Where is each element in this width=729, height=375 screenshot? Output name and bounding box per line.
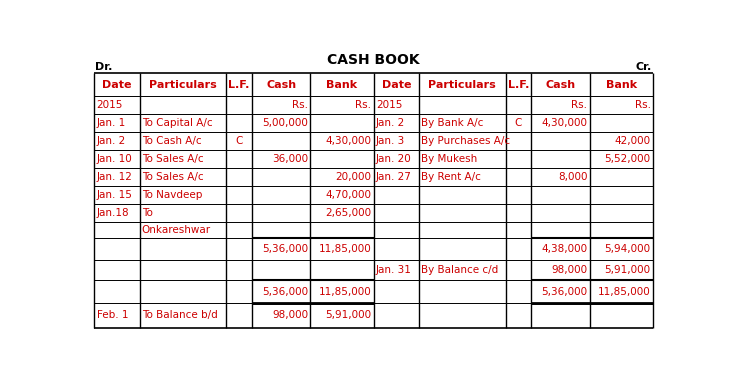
Text: L.F.: L.F. [508,80,529,90]
Text: 42,000: 42,000 [615,136,651,146]
Text: 5,52,000: 5,52,000 [604,154,651,164]
Text: 2015: 2015 [96,100,123,110]
Text: 4,38,000: 4,38,000 [542,244,588,254]
Text: To Cash A/c: To Cash A/c [142,136,201,146]
Text: Onkareshwar: Onkareshwar [142,225,211,235]
Text: 8,000: 8,000 [558,172,588,182]
Text: Jan. 27: Jan. 27 [376,172,412,182]
Text: 98,000: 98,000 [272,310,308,320]
Text: 5,91,000: 5,91,000 [604,265,651,275]
Text: 11,85,000: 11,85,000 [598,286,651,297]
Text: Jan. 2: Jan. 2 [96,136,126,146]
Text: 5,00,000: 5,00,000 [262,118,308,128]
Text: Jan. 2: Jan. 2 [376,118,405,128]
Text: Cr.: Cr. [636,62,652,72]
Text: To Navdeep: To Navdeep [142,190,202,200]
Text: 4,70,000: 4,70,000 [325,190,371,200]
Text: 20,000: 20,000 [335,172,371,182]
Text: Bank: Bank [606,80,637,90]
Text: C: C [515,118,522,128]
Text: Jan. 1: Jan. 1 [96,118,126,128]
Text: To Sales A/c: To Sales A/c [142,154,203,164]
Text: CASH BOOK: CASH BOOK [327,53,420,67]
Text: Jan. 20: Jan. 20 [376,154,412,164]
Text: 5,36,000: 5,36,000 [262,286,308,297]
Text: Cash: Cash [545,80,576,90]
Text: Jan.18: Jan.18 [96,208,129,218]
Text: By Balance c/d: By Balance c/d [421,265,499,275]
Text: Rs.: Rs. [635,100,651,110]
Text: Jan. 3: Jan. 3 [376,136,405,146]
Text: 5,94,000: 5,94,000 [604,244,651,254]
Text: By Purchases A/c: By Purchases A/c [421,136,510,146]
Text: Date: Date [102,80,132,90]
Text: By Bank A/c: By Bank A/c [421,118,483,128]
Text: By Rent A/c: By Rent A/c [421,172,481,182]
Text: By Mukesh: By Mukesh [421,154,477,164]
Text: 11,85,000: 11,85,000 [319,286,371,297]
Text: To Capital A/c: To Capital A/c [142,118,212,128]
Text: 5,36,000: 5,36,000 [542,286,588,297]
Text: To Balance b/d: To Balance b/d [142,310,217,320]
Text: Particulars: Particulars [149,80,217,90]
Text: Jan. 31: Jan. 31 [376,265,412,275]
Text: C: C [235,136,243,146]
Text: To Sales A/c: To Sales A/c [142,172,203,182]
Text: Particulars: Particulars [429,80,496,90]
Text: 98,000: 98,000 [551,265,588,275]
Text: Rs.: Rs. [292,100,308,110]
Text: To: To [142,208,153,218]
Text: Rs.: Rs. [355,100,371,110]
Text: Cash: Cash [266,80,296,90]
Text: 5,36,000: 5,36,000 [262,244,308,254]
Text: 4,30,000: 4,30,000 [325,136,371,146]
Text: 11,85,000: 11,85,000 [319,244,371,254]
Text: L.F.: L.F. [228,80,250,90]
Text: Jan. 12: Jan. 12 [96,172,133,182]
Text: Bank: Bank [327,80,357,90]
Text: Jan. 15: Jan. 15 [96,190,133,200]
Text: 4,30,000: 4,30,000 [542,118,588,128]
Text: Rs.: Rs. [572,100,588,110]
Text: 5,91,000: 5,91,000 [325,310,371,320]
Text: Feb. 1: Feb. 1 [96,310,128,320]
Text: Jan. 10: Jan. 10 [96,154,132,164]
Text: 2,65,000: 2,65,000 [325,208,371,218]
Text: 36,000: 36,000 [272,154,308,164]
Text: Dr.: Dr. [95,62,112,72]
Text: 2015: 2015 [376,100,402,110]
Text: Date: Date [381,80,411,90]
